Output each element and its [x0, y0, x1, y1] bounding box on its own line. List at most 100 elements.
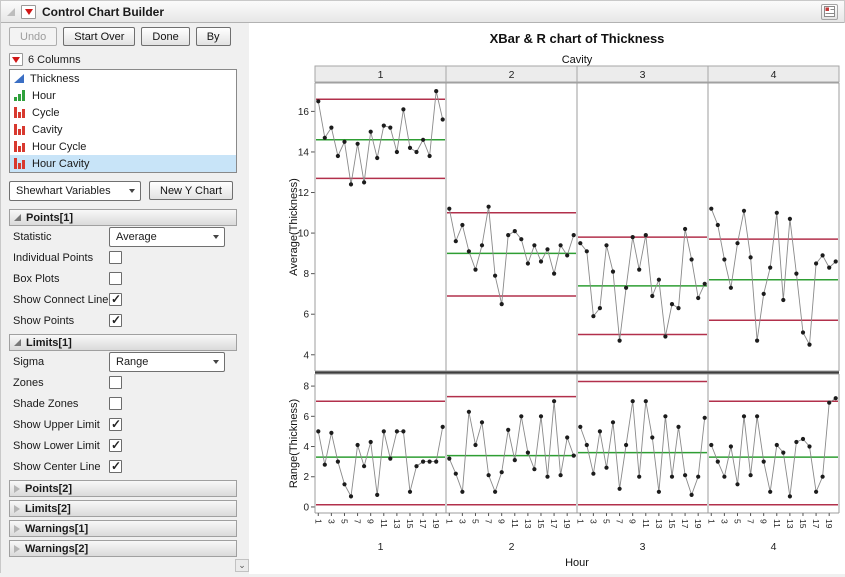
panel-title: Limits[1]	[26, 336, 72, 349]
chart-type-dropdown[interactable]: Shewhart Variables	[9, 181, 141, 201]
data-point	[545, 247, 550, 252]
data-point	[427, 153, 432, 159]
data-point	[774, 442, 779, 448]
data-point	[683, 226, 688, 232]
data-point	[669, 474, 675, 479]
statistic-dropdown[interactable]: Average	[109, 226, 225, 247]
column-item-thickness[interactable]: Thickness	[10, 70, 236, 87]
chart-type-value: Shewhart Variables	[16, 185, 111, 197]
start-over-button[interactable]: Start Over	[63, 27, 136, 46]
sigma-row: Sigma Range	[9, 351, 241, 372]
disclosure-closed-icon	[14, 524, 20, 533]
disclosure-closed-icon	[14, 504, 20, 513]
data-point	[335, 153, 340, 159]
data-point	[322, 135, 327, 140]
disclosure-closed-icon	[14, 544, 20, 553]
box-plots-checkbox[interactable]	[109, 272, 122, 285]
limits2-header[interactable]: Limits[2]	[9, 500, 237, 517]
window-body: Undo Start Over Done By 6 Columns Thickn…	[1, 23, 845, 574]
done-button[interactable]: Done	[141, 27, 190, 46]
x-tick-label: 11	[772, 519, 782, 528]
data-point	[827, 265, 832, 270]
connect-line	[579, 228, 706, 341]
x-tick-label: 17	[549, 519, 559, 529]
limits1-header[interactable]: Limits[1]	[9, 334, 237, 351]
zones-checkbox[interactable]	[109, 376, 122, 389]
warnings2-header[interactable]: Warnings[2]	[9, 540, 237, 557]
column-item-cycle[interactable]: Cycle	[10, 104, 236, 121]
disclosure-closed-icon	[14, 484, 20, 493]
column-item-hour-cycle[interactable]: Hour Cycle	[10, 138, 236, 155]
x-tick-label: 5	[470, 519, 480, 524]
sigma-dropdown[interactable]: Range	[109, 351, 225, 372]
data-point	[741, 208, 747, 213]
data-point	[525, 450, 530, 455]
option-row: Show Points	[9, 310, 241, 331]
individual-points-checkbox[interactable]	[109, 251, 122, 264]
data-point	[407, 489, 413, 494]
option-label: Show Lower Limit	[13, 439, 100, 452]
show-center-line-checkbox[interactable]	[109, 459, 122, 473]
range-panel-2	[447, 395, 576, 506]
dropdown-arrow-icon	[129, 189, 135, 193]
data-point	[414, 149, 419, 155]
window-corner-button[interactable]	[821, 3, 838, 20]
x-tick-label: 19	[824, 519, 834, 529]
data-point	[827, 400, 832, 405]
show-connect-line-checkbox[interactable]	[109, 292, 122, 306]
show-lower-limit-checkbox[interactable]	[109, 438, 122, 452]
x-tick-label: 15	[667, 519, 677, 529]
red-triangle-icon	[12, 56, 20, 63]
data-point	[774, 210, 779, 215]
data-point	[578, 424, 583, 429]
option-label: Shade Zones	[13, 397, 79, 410]
x-tick-label: 7	[615, 519, 625, 524]
x-tick-label: 19	[431, 519, 441, 529]
points2-header[interactable]: Points[2]	[9, 480, 237, 497]
new-y-chart-button[interactable]: New Y Chart	[149, 181, 233, 200]
red-triangle-menu[interactable]	[21, 4, 36, 19]
columns-red-triangle-menu[interactable]	[9, 53, 23, 66]
scroll-down-button[interactable]: ⌄	[235, 559, 249, 572]
data-point	[761, 459, 766, 464]
data-point	[643, 233, 648, 238]
data-point	[794, 439, 799, 445]
data-point	[414, 464, 419, 469]
x-axis-label: Hour	[565, 557, 589, 569]
data-point	[728, 444, 733, 449]
column-item-cavity[interactable]: Cavity	[10, 121, 236, 138]
column-label: Hour Cycle	[32, 140, 87, 153]
data-point	[447, 456, 452, 461]
data-point	[329, 430, 334, 435]
nominal-icon	[14, 107, 25, 118]
data-point	[512, 229, 517, 234]
show-points-checkbox[interactable]	[109, 313, 122, 327]
column-item-hour-cavity[interactable]: Hour Cavity	[10, 155, 236, 172]
column-item-hour[interactable]: Hour	[10, 87, 236, 104]
data-point	[538, 259, 544, 264]
data-point	[460, 222, 465, 228]
titlebar: Control Chart Builder	[1, 1, 844, 23]
group-header-label: 2	[509, 69, 515, 81]
option-row: Zones	[9, 372, 241, 393]
option-row: Individual Points	[9, 247, 241, 268]
show-upper-limit-checkbox[interactable]	[109, 417, 122, 431]
nominal-icon	[14, 141, 25, 152]
data-point	[755, 414, 760, 419]
data-point	[604, 243, 609, 248]
x-tick-label: 13	[392, 519, 402, 529]
undo-button[interactable]: Undo	[9, 27, 58, 46]
shade-zones-checkbox[interactable]	[109, 397, 122, 410]
data-point	[696, 474, 701, 479]
points1-header[interactable]: Points[1]	[9, 209, 237, 226]
x-tick-label: 17	[811, 519, 821, 529]
outline-collapse-icon[interactable]	[7, 7, 15, 16]
y-tick-label: 10	[298, 229, 310, 240]
connect-line	[710, 397, 836, 497]
x-tick-label: 13	[654, 519, 664, 529]
warnings1-header[interactable]: Warnings[1]	[9, 520, 237, 537]
columns-count-label: 6 Columns	[28, 53, 81, 66]
data-point	[597, 429, 602, 434]
by-button[interactable]: By	[195, 27, 231, 46]
